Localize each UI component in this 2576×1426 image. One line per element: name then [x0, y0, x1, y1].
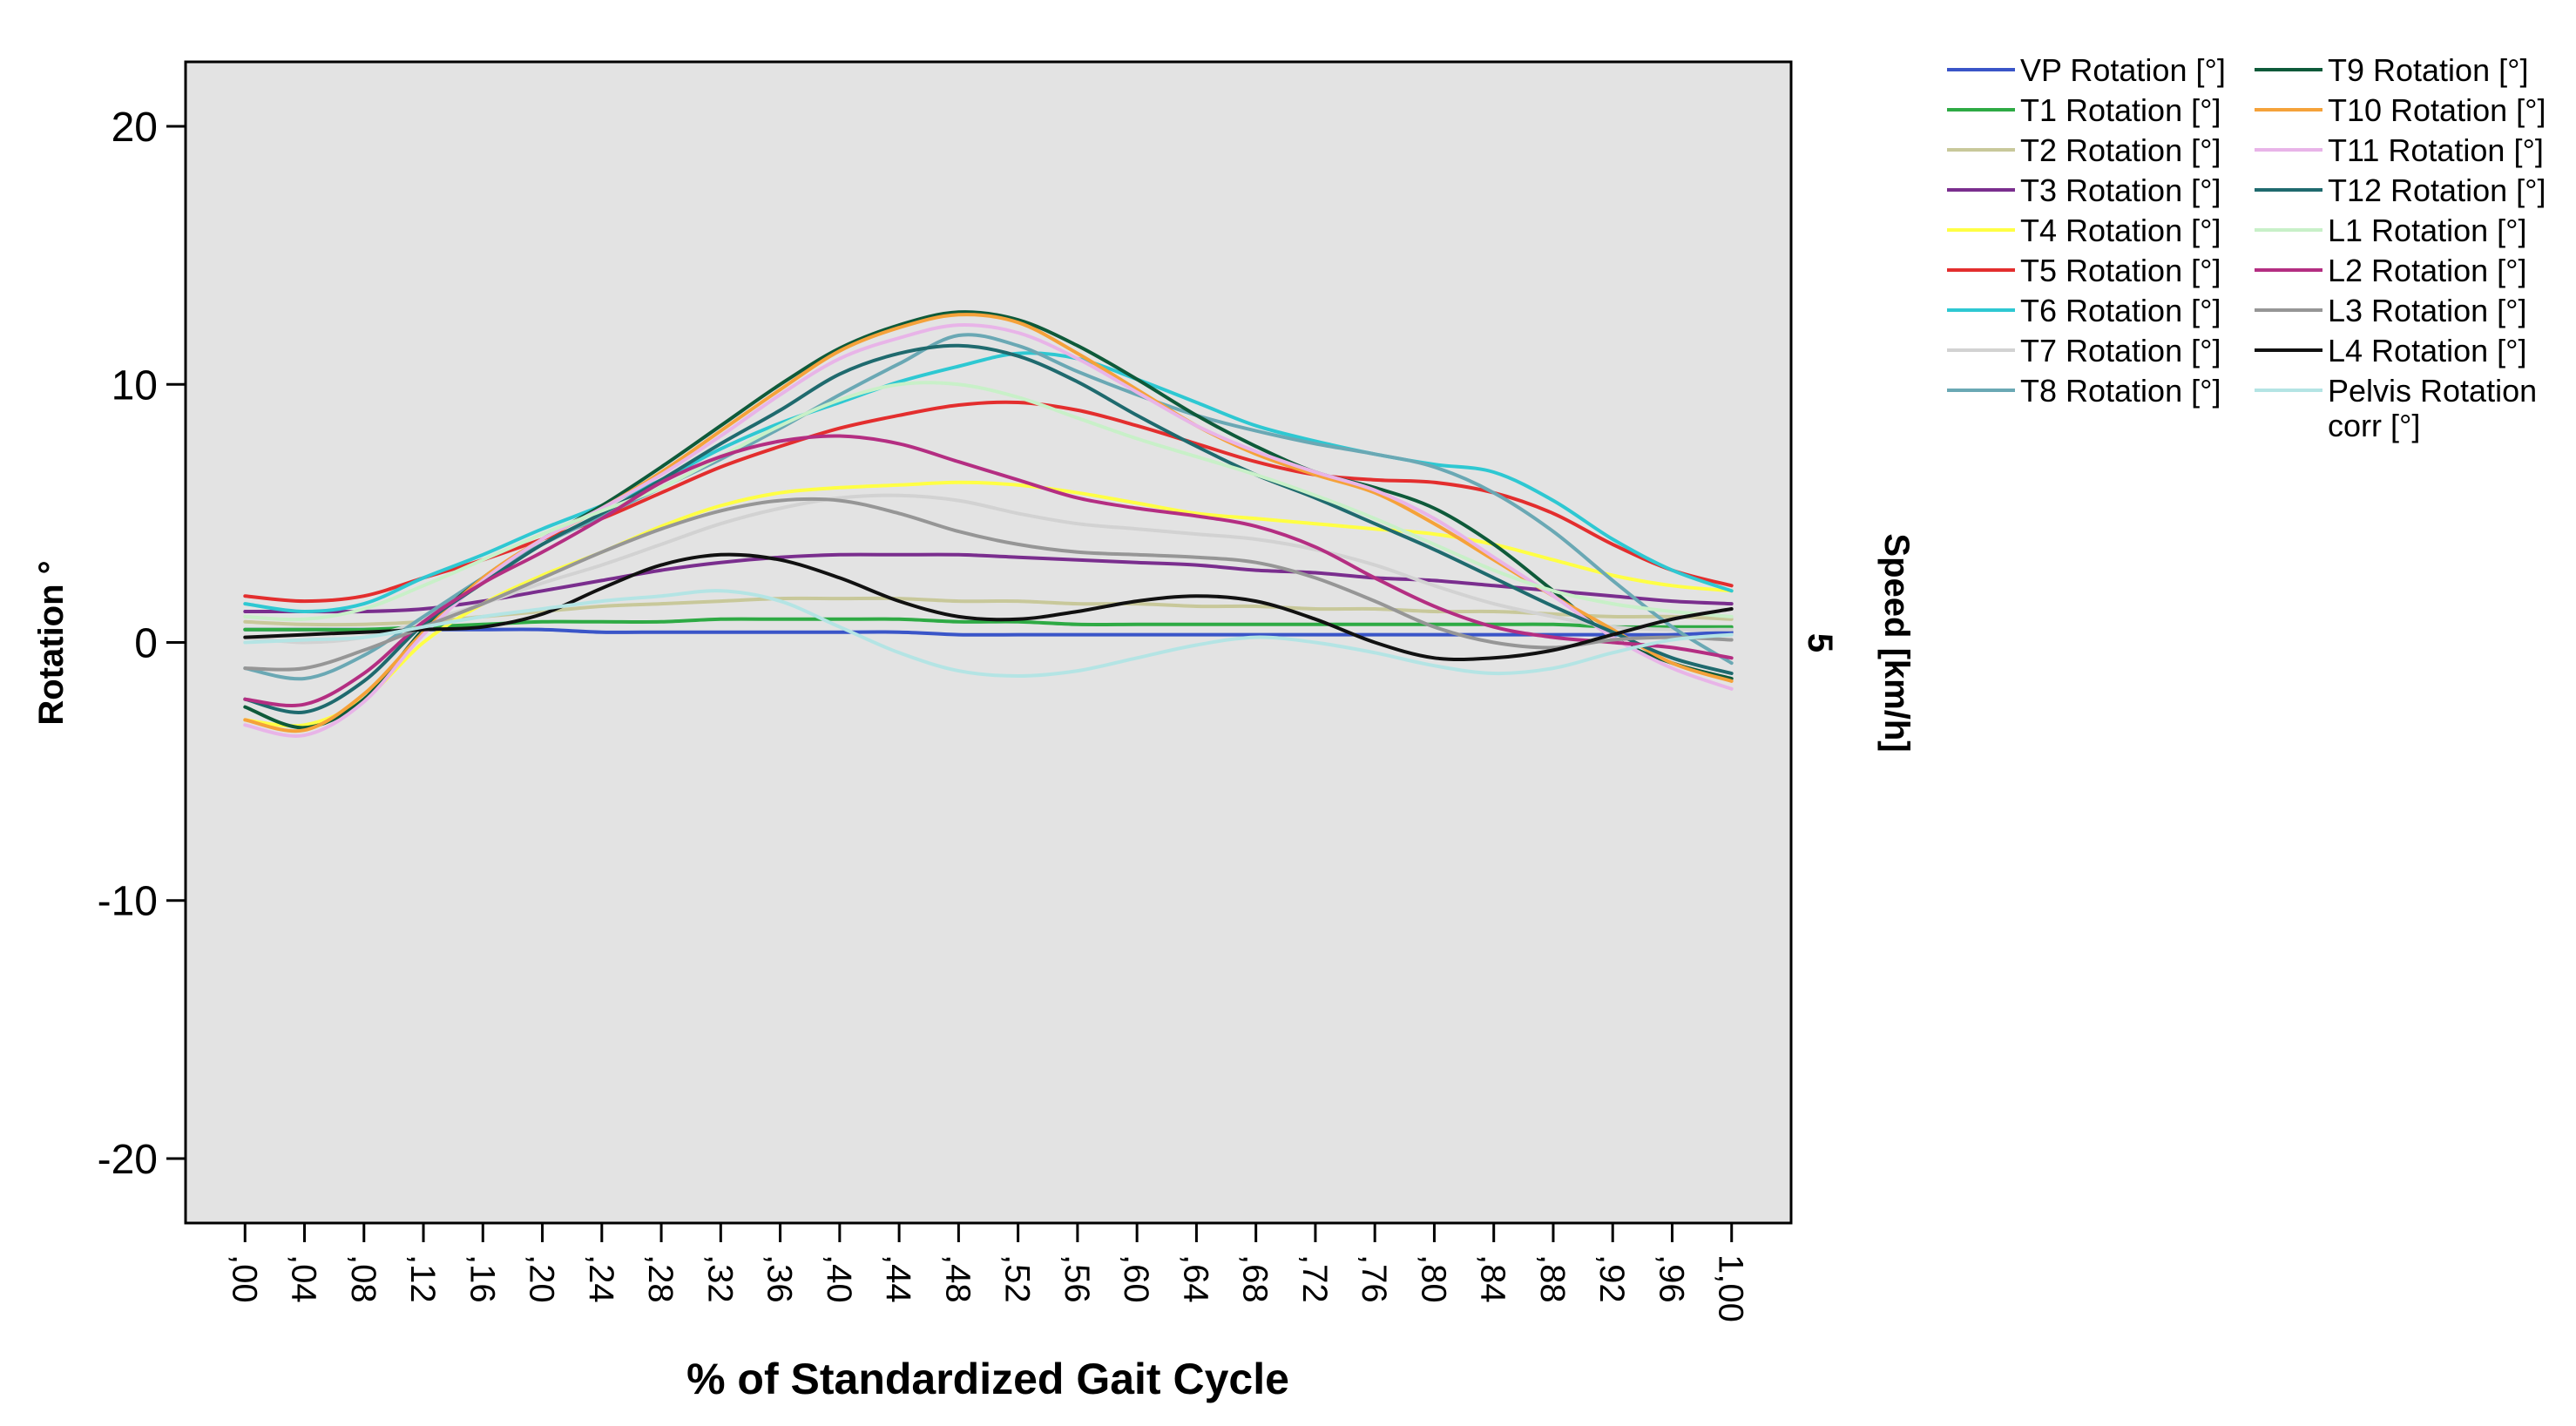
legend-item-l2-rotation: L2 Rotation [°]	[2255, 253, 2527, 288]
x-tick-label: ,84	[1474, 1254, 1512, 1303]
legend-label: L1 Rotation [°]	[2328, 213, 2527, 248]
x-tick-label: ,08	[344, 1254, 382, 1303]
x-tick-label: ,76	[1355, 1254, 1393, 1303]
x-tick-label: ,52	[998, 1254, 1037, 1303]
series-line-l1-rotation	[243, 381, 1734, 622]
legend: VP Rotation [°] T1 Rotation [°] T2 Rotatio…	[1947, 52, 2546, 443]
x-tick-label: ,00	[225, 1254, 263, 1303]
x-axis: ,00 ,04 ,08 ,12 ,16 ,20 ,24 ,28 ,32 ,36 ,40 ,44 ,48,…	[225, 1223, 1750, 1322]
legend-label: T5 Rotation [°]	[2020, 253, 2221, 288]
legend-label: Pelvis Rotation	[2328, 373, 2537, 409]
legend-item-t6-rotation: T6 Rotation [°]	[1947, 293, 2221, 328]
x-tick-label: ,96	[1652, 1254, 1690, 1303]
legend-label: L4 Rotation [°]	[2328, 333, 2527, 368]
x-tick-label: ,72	[1295, 1254, 1334, 1303]
legend-item-l3-rotation: L3 Rotation [°]	[2255, 293, 2527, 328]
legend-item-t12-rotation: T12 Rotation [°]	[2255, 172, 2546, 208]
legend-label: T9 Rotation [°]	[2328, 52, 2529, 88]
legend-item-t9-rotation: T9 Rotation [°]	[2255, 52, 2529, 88]
legend-label: T2 Rotation [°]	[2020, 132, 2221, 168]
series-line-t11-rotation	[243, 322, 1734, 738]
series-line-pelvis-rotation-corr	[243, 589, 1734, 678]
y-tick-label: -20	[98, 1137, 158, 1183]
y-tick-label: -10	[98, 879, 158, 925]
legend-label: T12 Rotation [°]	[2328, 172, 2546, 208]
legend-label: L3 Rotation [°]	[2328, 293, 2527, 328]
legend-item-t10-rotation: T10 Rotation [°]	[2255, 92, 2546, 128]
x-tick-label: ,60	[1117, 1254, 1155, 1303]
series-line-l2-rotation	[243, 434, 1734, 707]
legend-item-l1-rotation: L1 Rotation [°]	[2255, 213, 2527, 248]
legend-label: T3 Rotation [°]	[2020, 172, 2221, 208]
legend-item-t8-rotation: T8 Rotation [°]	[1947, 373, 2221, 409]
legend-label: VP Rotation [°]	[2020, 52, 2226, 88]
legend-item-t11-rotation: T11 Rotation [°]	[2255, 132, 2544, 168]
series-lines	[243, 310, 1734, 738]
legend-item-t3-rotation: T3 Rotation [°]	[1947, 172, 2221, 208]
x-tick-label: ,12	[403, 1254, 442, 1303]
y-tick-label: 0	[134, 621, 158, 667]
series-line-t6-rotation	[243, 351, 1734, 613]
legend-item-t4-rotation: T4 Rotation [°]	[1947, 213, 2221, 248]
legend-label: T11 Rotation [°]	[2328, 132, 2544, 168]
legend-item-t2-rotation: T2 Rotation [°]	[1947, 132, 2221, 168]
legend-label: T4 Rotation [°]	[2020, 213, 2221, 248]
x-tick-label: ,64	[1176, 1254, 1214, 1303]
right-axis-value: 5	[1801, 633, 1839, 652]
x-tick-label: ,36	[761, 1254, 799, 1303]
legend-label: T7 Rotation [°]	[2020, 333, 2221, 368]
series-line-l3-rotation	[243, 497, 1734, 672]
legend-item-t5-rotation: T5 Rotation [°]	[1947, 253, 2221, 288]
x-tick-label: ,88	[1533, 1254, 1572, 1303]
x-tick-label: ,04	[285, 1254, 323, 1303]
legend-item-vp-rotation: VP Rotation [°]	[1947, 52, 2226, 88]
x-tick-label: ,68	[1236, 1254, 1274, 1303]
legend-item-l4-rotation: L4 Rotation [°]	[2255, 333, 2527, 368]
x-tick-label: ,92	[1592, 1254, 1631, 1303]
x-tick-label: ,24	[582, 1254, 620, 1303]
right-axis-title: Speed [km/h]	[1877, 533, 1916, 752]
y-axis-title: Rotation °	[32, 560, 71, 725]
series-line-vp-rotation	[243, 627, 1734, 637]
legend-label: T8 Rotation [°]	[2020, 373, 2221, 409]
x-tick-label: ,40	[820, 1254, 858, 1303]
series-line-l4-rotation	[243, 552, 1734, 661]
legend-label: L2 Rotation [°]	[2328, 253, 2527, 288]
x-tick-label: ,32	[700, 1254, 739, 1303]
y-axis: 20 10 0 -10 -20	[98, 105, 186, 1183]
x-tick-label: ,28	[641, 1254, 679, 1303]
series-line-t10-rotation	[243, 313, 1734, 733]
legend-label-cont: corr [°]	[2328, 408, 2420, 443]
legend-label: T10 Rotation [°]	[2328, 92, 2546, 128]
x-tick-label: 1,00	[1712, 1254, 1750, 1322]
x-tick-label: ,20	[523, 1254, 561, 1303]
x-tick-label: ,44	[879, 1254, 917, 1303]
y-tick-label: 10	[112, 362, 158, 409]
y-tick-label: 20	[112, 105, 158, 151]
legend-item-t1-rotation: T1 Rotation [°]	[1947, 92, 2221, 128]
x-tick-label: ,48	[938, 1254, 977, 1303]
x-tick-label: ,16	[463, 1254, 501, 1303]
plot-background	[184, 60, 1793, 1225]
x-tick-label: ,80	[1414, 1254, 1452, 1303]
x-tick-label: ,56	[1058, 1254, 1096, 1303]
legend-label: T1 Rotation [°]	[2020, 92, 2221, 128]
legend-item-t7-rotation: T7 Rotation [°]	[1947, 333, 2221, 368]
x-axis-title: % of Standardized Gait Cycle	[686, 1355, 1289, 1403]
legend-label: T6 Rotation [°]	[2020, 293, 2221, 328]
